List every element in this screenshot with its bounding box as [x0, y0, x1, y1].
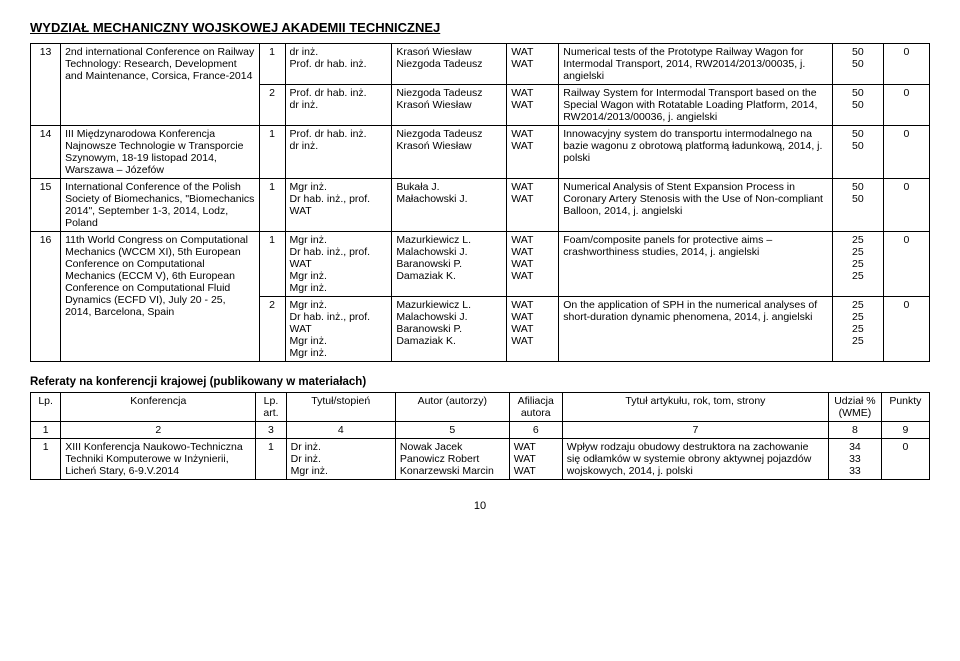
header-cell: Afiliacja autora [509, 393, 562, 422]
share-cell: 25 25 25 25 [832, 297, 883, 362]
article-cell: Foam/composite panels for protective aim… [559, 232, 833, 297]
article-cell: Railway System for Intermodal Transport … [559, 85, 833, 126]
num-cell: 9 [881, 422, 929, 439]
num-cell: 6 [509, 422, 562, 439]
row-num: 15 [31, 179, 61, 232]
author-cell: Nowak Jacek Panowicz Robert Konarzewski … [395, 439, 509, 480]
conference-cell: 11th World Congress on Computational Mec… [61, 232, 260, 362]
points-cell: 0 [881, 439, 929, 480]
main-table: 13 2nd international Conference on Railw… [30, 43, 930, 362]
points-cell: 0 [883, 44, 929, 85]
points-cell: 0 [883, 126, 929, 179]
author-cell: Mazurkiewicz L. Malachowski J. Baranowsk… [392, 232, 507, 297]
affil-cell: WAT WAT [507, 179, 559, 232]
num-cell: 8 [829, 422, 882, 439]
author-cell: Mazurkiewicz L. Malachowski J. Baranowsk… [392, 297, 507, 362]
header-cell: Lp. art. [256, 393, 286, 422]
degree-cell: Prof. dr hab. inż. dr inż. [285, 85, 392, 126]
author-cell: Niezgoda Tadeusz Krasoń Wiesław [392, 85, 507, 126]
degree-cell: Mgr inż. Dr hab. inż., prof. WAT Mgr inż… [285, 297, 392, 362]
author-cell: Krasoń Wiesław Niezgoda Tadeusz [392, 44, 507, 85]
numbering-row: 1 2 3 4 5 6 7 8 9 [31, 422, 930, 439]
article-cell: Numerical Analysis of Stent Expansion Pr… [559, 179, 833, 232]
num-cell: 4 [286, 422, 395, 439]
section-title: Referaty na konferencji krajowej (publik… [30, 376, 930, 388]
header-cell: Konferencja [61, 393, 256, 422]
author-cell: Bukała J. Małachowski J. [392, 179, 507, 232]
lp-cell: 1 [259, 44, 285, 85]
degree-cell: Prof. dr hab. inż. dr inż. [285, 126, 392, 179]
lp-cell: 1 [259, 126, 285, 179]
num-cell: 7 [562, 422, 828, 439]
points-cell: 0 [883, 297, 929, 362]
degree-cell: Mgr inż. Dr hab. inż., prof. WAT Mgr inż… [285, 232, 392, 297]
row-num: 13 [31, 44, 61, 126]
affil-cell: WAT WAT WAT WAT [507, 232, 559, 297]
points-cell: 0 [883, 85, 929, 126]
share-cell: 25 25 25 25 [832, 232, 883, 297]
lp-cell: 1 [256, 439, 286, 480]
degree-cell: dr inż. Prof. dr hab. inż. [285, 44, 392, 85]
secondary-table: Lp. Konferencja Lp. art. Tytuł/stopień A… [30, 392, 930, 480]
row-num: 14 [31, 126, 61, 179]
table-row: 15 International Conference of the Polis… [31, 179, 930, 232]
article-cell: On the application of SPH in the numeric… [559, 297, 833, 362]
num-cell: 3 [256, 422, 286, 439]
header-cell: Tytuł artykułu, rok, tom, strony [562, 393, 828, 422]
lp-cell: 2 [259, 297, 285, 362]
points-cell: 0 [883, 179, 929, 232]
num-cell: 1 [31, 422, 61, 439]
article-cell: Wpływ rodzaju obudowy destruktora na zac… [562, 439, 828, 480]
lp-cell: 1 [259, 179, 285, 232]
header-cell: Punkty [881, 393, 929, 422]
conference-cell: International Conference of the Polish S… [61, 179, 260, 232]
table-row: 13 2nd international Conference on Railw… [31, 44, 930, 85]
points-cell: 0 [883, 232, 929, 297]
header-cell: Udział % (WME) [829, 393, 882, 422]
header-row: Lp. Konferencja Lp. art. Tytuł/stopień A… [31, 393, 930, 422]
conference-cell: III Międzynarodowa Konferencja Najnowsze… [61, 126, 260, 179]
table-row: 16 11th World Congress on Computational … [31, 232, 930, 297]
share-cell: 34 33 33 [829, 439, 882, 480]
row-num: 1 [31, 439, 61, 480]
lp-cell: 1 [259, 232, 285, 297]
affil-cell: WAT WAT [507, 85, 559, 126]
affil-cell: WAT WAT [507, 44, 559, 85]
header-cell: Autor (autorzy) [395, 393, 509, 422]
affil-cell: WAT WAT WAT [509, 439, 562, 480]
header-cell: Lp. [31, 393, 61, 422]
num-cell: 2 [61, 422, 256, 439]
article-cell: Numerical tests of the Prototype Railway… [559, 44, 833, 85]
article-cell: Innowacyjny system do transportu intermo… [559, 126, 833, 179]
page-number: 10 [30, 500, 930, 512]
share-cell: 50 50 [832, 126, 883, 179]
share-cell: 50 50 [832, 85, 883, 126]
degree-cell: Mgr inż. Dr hab. inż., prof. WAT [285, 179, 392, 232]
page-title: WYDZIAŁ MECHANICZNY WOJSKOWEJ AKADEMII T… [30, 20, 930, 35]
header-cell: Tytuł/stopień [286, 393, 395, 422]
table-row: 14 III Międzynarodowa Konferencja Najnow… [31, 126, 930, 179]
lp-cell: 2 [259, 85, 285, 126]
affil-cell: WAT WAT [507, 126, 559, 179]
conference-cell: 2nd international Conference on Railway … [61, 44, 260, 126]
num-cell: 5 [395, 422, 509, 439]
table-row: 1 XIII Konferencja Naukowo-Techniczna Te… [31, 439, 930, 480]
conference-cell: XIII Konferencja Naukowo-Techniczna Tech… [61, 439, 256, 480]
affil-cell: WAT WAT WAT WAT [507, 297, 559, 362]
share-cell: 50 50 [832, 179, 883, 232]
share-cell: 50 50 [832, 44, 883, 85]
author-cell: Niezgoda Tadeusz Krasoń Wiesław [392, 126, 507, 179]
degree-cell: Dr inż. Dr inż. Mgr inż. [286, 439, 395, 480]
row-num: 16 [31, 232, 61, 362]
